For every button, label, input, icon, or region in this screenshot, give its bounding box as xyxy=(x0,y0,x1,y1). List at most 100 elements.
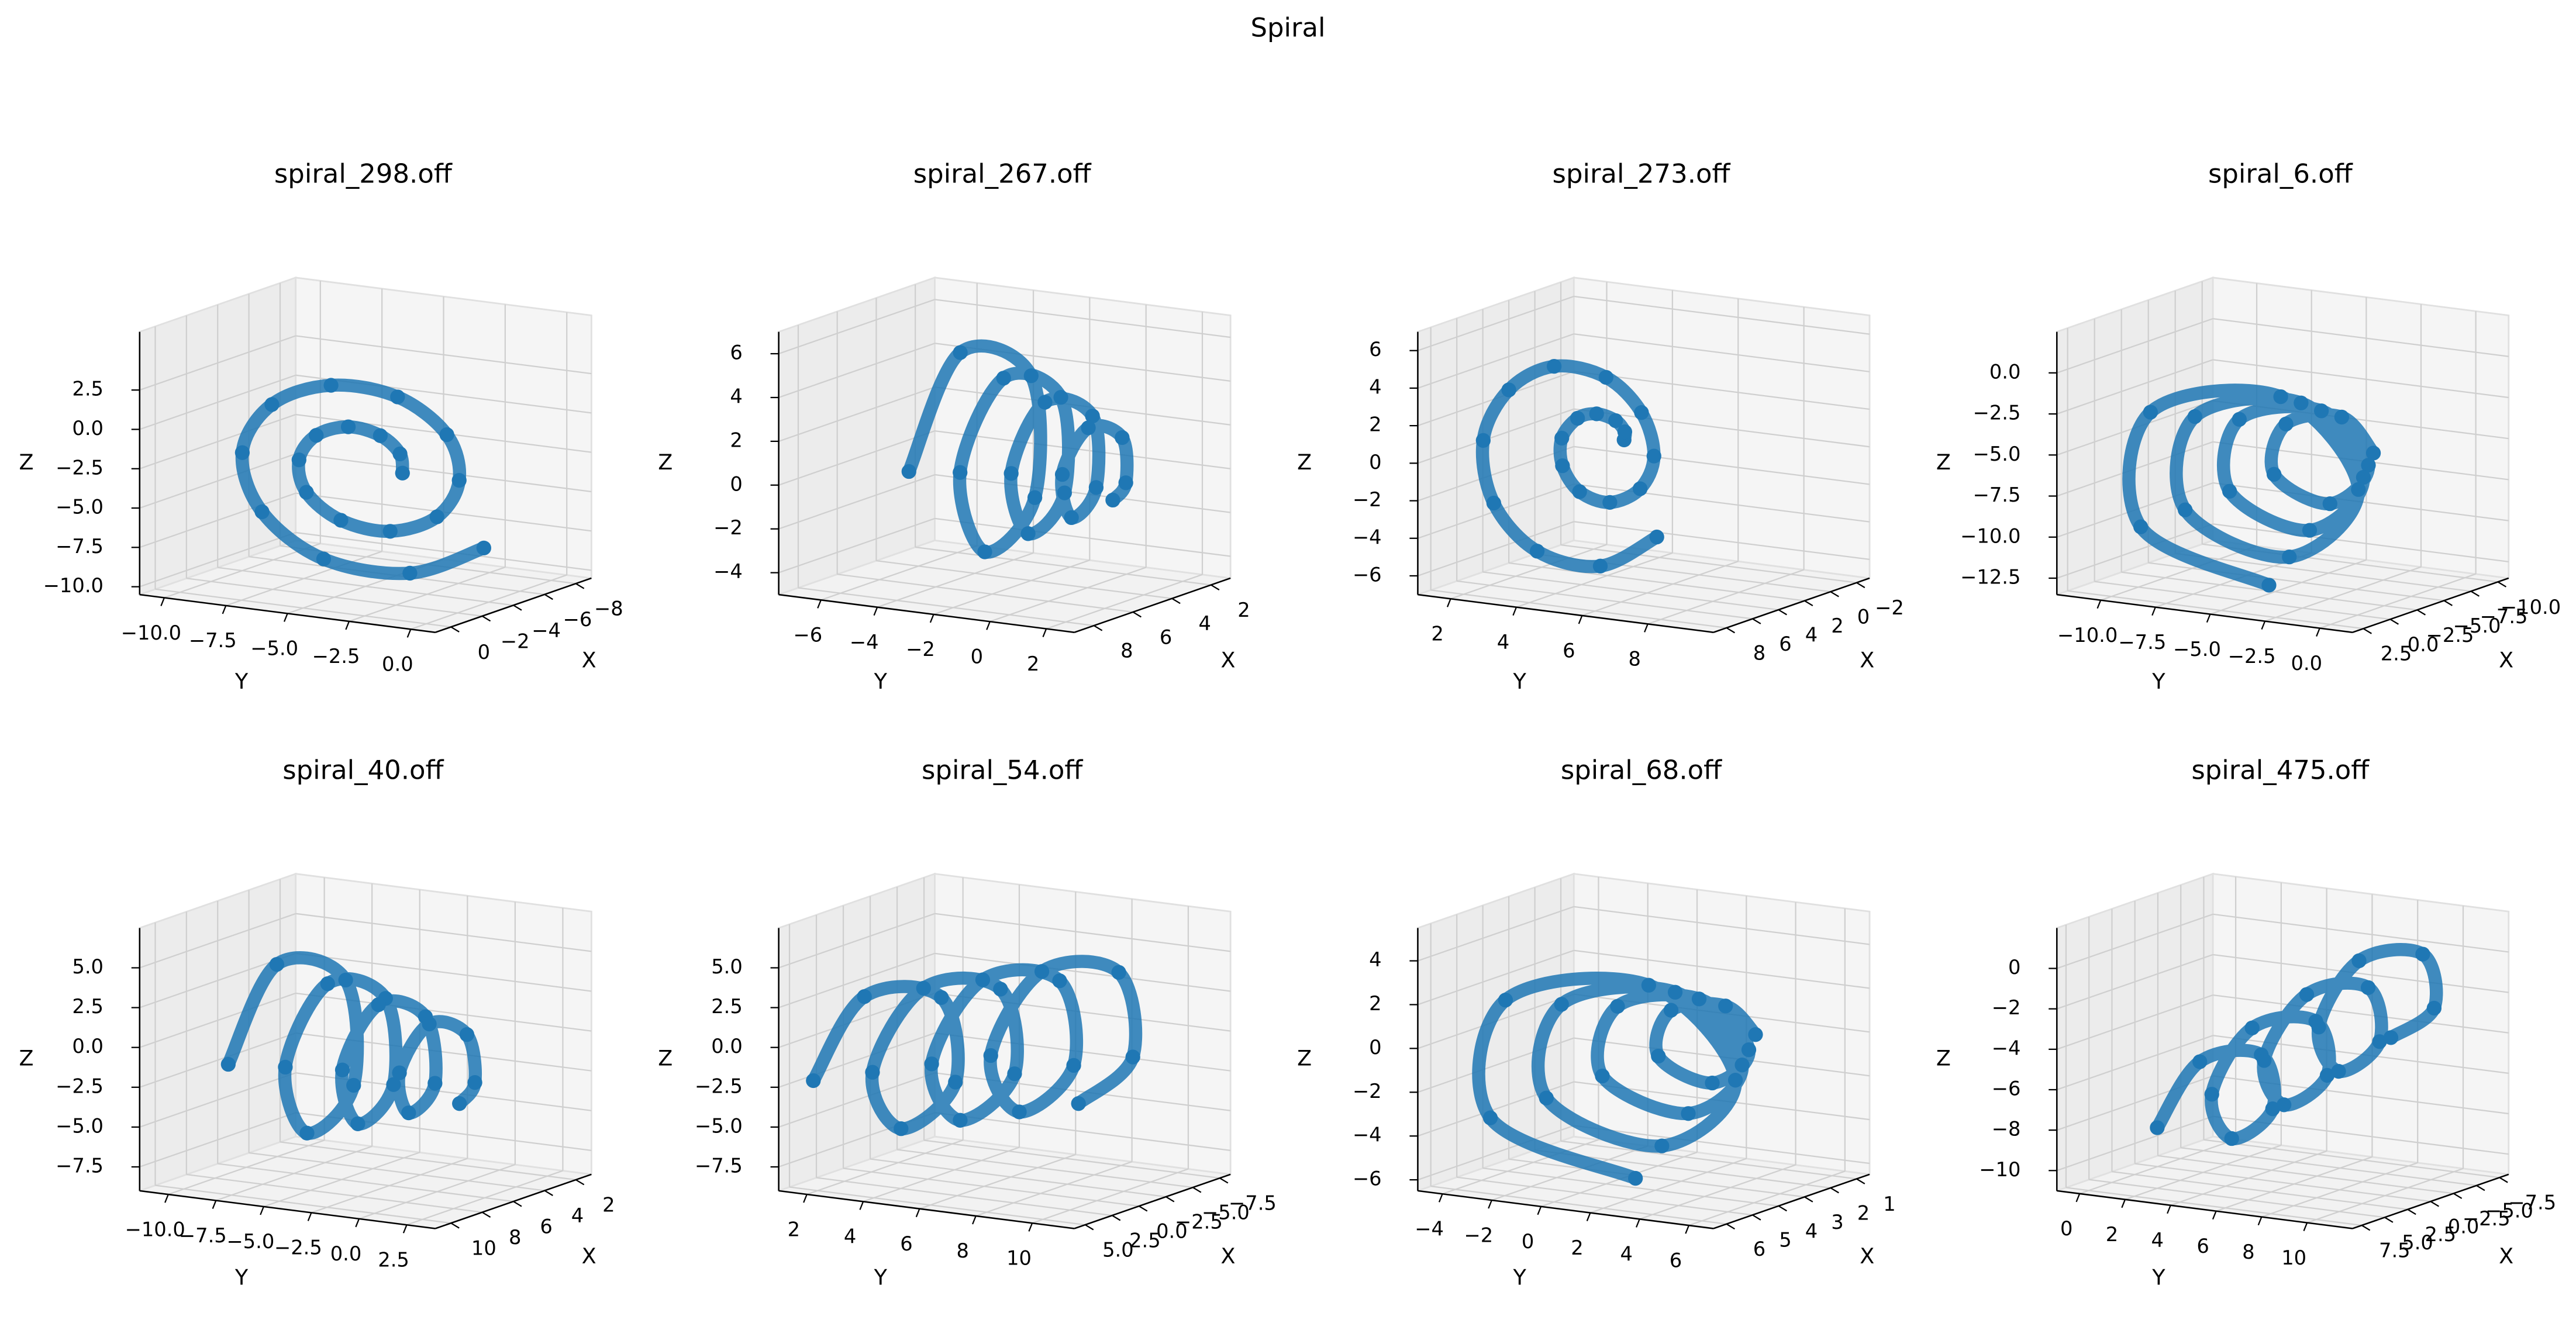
y-tick xyxy=(817,599,822,609)
x-tick xyxy=(1752,618,1761,624)
y-tick-label: −2.5 xyxy=(274,1236,322,1259)
z-tick-label: 6 xyxy=(1369,338,1381,361)
point xyxy=(1498,993,1513,1008)
point xyxy=(334,1062,350,1077)
grid-line xyxy=(934,952,1231,992)
axis-line xyxy=(2057,593,2353,633)
point xyxy=(451,472,467,488)
x-tick xyxy=(450,1222,460,1229)
point xyxy=(1595,1068,1610,1084)
x-tick-label: 1 xyxy=(1883,1193,1895,1215)
grid-line xyxy=(1574,408,1870,448)
y-tick xyxy=(164,1194,169,1203)
x-tick xyxy=(544,1190,553,1196)
point xyxy=(1529,544,1545,559)
grid-line xyxy=(934,430,1231,469)
grid-line xyxy=(1418,521,1574,577)
grid-line xyxy=(1560,1140,1857,1180)
point xyxy=(1539,1090,1554,1105)
grid-line xyxy=(2212,359,2509,399)
point xyxy=(1727,1073,1743,1088)
point xyxy=(901,464,916,479)
y-tick xyxy=(986,621,991,630)
subplot-title: spiral_54.off xyxy=(922,754,1083,785)
y-tick-label: −7.5 xyxy=(189,629,237,652)
grid-line xyxy=(2212,953,2509,993)
point xyxy=(309,428,324,443)
grid-line xyxy=(778,1032,935,1088)
point xyxy=(1027,490,1043,505)
point xyxy=(2351,953,2367,969)
subplot-title: spiral_273.off xyxy=(1553,158,1731,189)
grid-line xyxy=(2157,1155,2454,1194)
grid-line xyxy=(1482,571,1779,611)
x-tick xyxy=(481,1211,491,1218)
z-tick-label: −5.0 xyxy=(1973,443,2021,465)
point xyxy=(2187,409,2202,424)
x-tick-label: 8 xyxy=(509,1226,521,1249)
spiral-trace xyxy=(222,951,482,1140)
z-tick-label: −5.0 xyxy=(56,1114,104,1137)
point xyxy=(975,972,991,987)
grid-line xyxy=(915,546,1211,586)
grid-line xyxy=(923,1139,1220,1179)
grid-line xyxy=(1430,1186,1727,1225)
grid-line xyxy=(2112,1171,2408,1210)
point xyxy=(373,428,388,443)
y-tick xyxy=(2261,621,2266,630)
x-tick-label: 0.0 xyxy=(2448,1215,2480,1238)
subplot-title: spiral_40.off xyxy=(282,754,444,785)
grid-line xyxy=(778,299,935,355)
grid-line xyxy=(1418,445,1574,502)
x-tick xyxy=(1804,1196,1813,1203)
z-tick-label: 0.0 xyxy=(1989,360,2021,383)
grid-line xyxy=(778,386,935,442)
x-tick xyxy=(1726,627,1735,634)
z-tick-label: 0 xyxy=(730,472,742,495)
y-tick-label: 8 xyxy=(1629,648,1641,671)
grid-line xyxy=(896,1149,1193,1189)
y-tick-label: 2 xyxy=(1027,652,1039,675)
point xyxy=(452,1096,467,1111)
z-tick-label: 2 xyxy=(1369,413,1381,436)
grid-line xyxy=(778,430,935,486)
point xyxy=(392,1065,407,1080)
y-tick-label: 0.0 xyxy=(2291,652,2322,675)
point xyxy=(806,1073,821,1089)
grid-line xyxy=(1574,371,1870,410)
grid-line xyxy=(778,913,935,969)
z-tick-label: 0.0 xyxy=(72,1035,104,1058)
point xyxy=(2361,458,2376,473)
z-axis-label: Z xyxy=(1297,450,1312,475)
grid-line xyxy=(1574,906,1870,945)
z-tick-label: 2 xyxy=(730,429,742,451)
y-tick xyxy=(803,1194,808,1203)
point xyxy=(1667,984,1683,1000)
point xyxy=(996,371,1011,386)
y-tick-label: 2 xyxy=(788,1218,800,1241)
x-axis-label: X xyxy=(582,647,596,672)
point xyxy=(2360,980,2376,995)
x-tick-label: −4 xyxy=(532,619,561,642)
z-tick-label: −10.0 xyxy=(1960,524,2020,547)
x-tick xyxy=(513,1201,522,1207)
y-tick-label: −5.0 xyxy=(2173,638,2221,661)
point xyxy=(953,345,968,360)
point xyxy=(924,1056,939,1072)
point xyxy=(2273,389,2288,405)
point xyxy=(2266,467,2282,482)
grid-line xyxy=(1560,544,1857,583)
grid-line xyxy=(1574,483,1870,523)
x-tick xyxy=(2499,1177,2508,1183)
grid-line xyxy=(1032,1168,1189,1224)
z-tick-label: −2 xyxy=(1992,996,2021,1019)
grid-line xyxy=(2089,1179,2385,1218)
axis-line xyxy=(1074,1173,1231,1229)
z-tick-label: 5.0 xyxy=(72,955,104,978)
x-tick xyxy=(1085,1224,1094,1231)
point xyxy=(1053,389,1068,405)
z-tick-label: 2 xyxy=(1369,992,1381,1015)
z-tick-label: −2.5 xyxy=(56,1075,104,1097)
point xyxy=(254,504,270,520)
grid-line xyxy=(1457,580,1753,620)
